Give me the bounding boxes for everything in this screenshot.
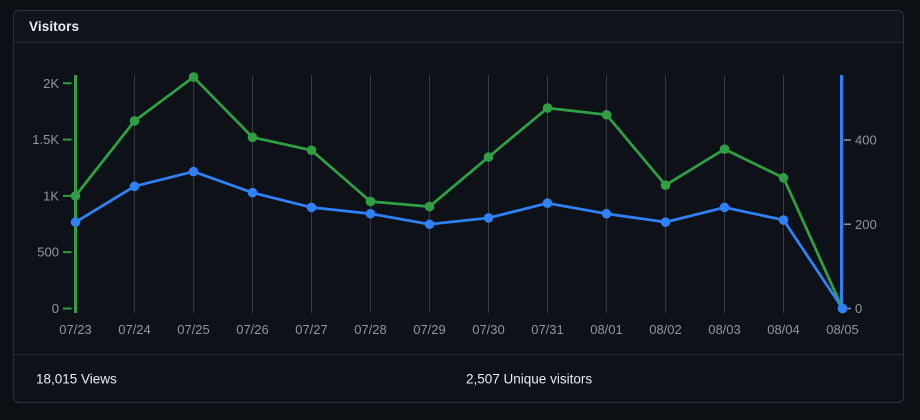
- visitors-card: Visitors 18,015 Views 2,507 Unique visit…: [13, 10, 904, 403]
- views-total: 18,015 Views: [36, 371, 117, 386]
- card-footer: 18,015 Views 2,507 Unique visitors: [14, 354, 903, 402]
- unique-visitors-total: 2,507 Unique visitors: [466, 371, 593, 386]
- card-title: Visitors: [29, 19, 80, 34]
- card-header: Visitors: [14, 11, 903, 43]
